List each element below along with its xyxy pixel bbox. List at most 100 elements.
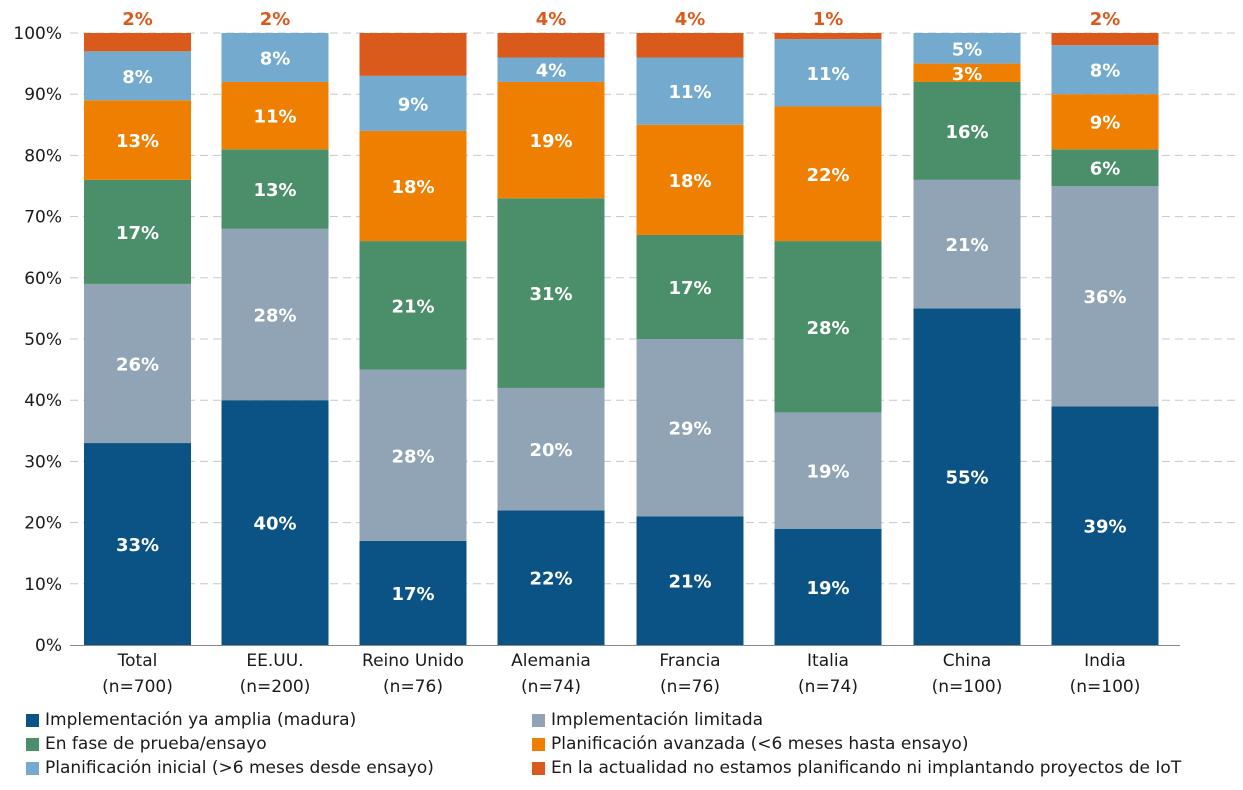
bar-segment — [774, 39, 882, 107]
data-label: 33% — [116, 535, 159, 556]
data-label: 4% — [536, 61, 567, 82]
bar-segment — [636, 516, 744, 645]
y-tick-label: 80% — [24, 146, 62, 166]
bar-segment — [84, 51, 191, 101]
bar-segment — [636, 234, 744, 339]
bar-segment — [774, 412, 882, 529]
bar-segment — [774, 106, 882, 242]
y-tick-label: 10% — [24, 575, 62, 595]
bar-segment — [221, 228, 329, 401]
data-label: 21% — [945, 235, 988, 256]
y-tick-label: 0% — [35, 636, 62, 656]
bar-segment — [221, 33, 329, 82]
data-label: 39% — [1083, 517, 1126, 538]
data-label: 18% — [668, 171, 711, 192]
legend-swatch — [532, 761, 545, 775]
bar-segment — [636, 339, 744, 517]
bar-segment — [497, 57, 605, 82]
legend-swatch — [532, 737, 545, 751]
data-label: 28% — [253, 306, 296, 327]
x-tick-sublabel: (n=76) — [660, 677, 720, 697]
x-tick-label: Reino Unido — [362, 651, 464, 671]
data-label: 17% — [116, 223, 159, 244]
y-tick-label: 90% — [24, 85, 62, 105]
bar-segment — [1051, 94, 1159, 150]
x-tick-label: Francia — [659, 651, 720, 671]
data-label: 28% — [806, 318, 849, 339]
chart-svg: 0% 10% 20% 30% 40% 50% 60% 70% 80% 90% 100% 33% 26% 1… — [13, 9, 1238, 697]
bar-segment — [497, 81, 605, 199]
legend-item: En la actualidad no estamos planificando… — [532, 758, 1181, 778]
legend-swatch — [26, 761, 39, 775]
data-label: 36% — [1083, 287, 1126, 308]
bar-segment — [359, 75, 467, 131]
data-label: 13% — [116, 131, 159, 152]
bar-segment — [221, 149, 329, 229]
data-label: 5% — [952, 39, 983, 60]
x-tick-sublabel: (n=74) — [521, 677, 581, 697]
bar-segment — [913, 33, 1021, 64]
bar-segment — [359, 33, 467, 76]
data-label: 13% — [253, 180, 296, 201]
x-tick-sublabel: (n=100) — [1070, 677, 1141, 697]
data-label: 22% — [529, 569, 572, 590]
x-tick-sublabel: (n=700) — [102, 677, 173, 697]
data-label: 19% — [806, 462, 849, 483]
bar-segment — [221, 81, 329, 150]
bar-segment — [636, 124, 744, 235]
data-label: 16% — [945, 122, 988, 143]
x-tick-sublabel: (n=76) — [383, 677, 443, 697]
bar-segment — [1051, 186, 1159, 407]
top-label: 2% — [1090, 9, 1121, 30]
data-label: 40% — [253, 514, 296, 535]
data-label: 17% — [391, 584, 434, 605]
data-label: 21% — [391, 296, 434, 317]
y-tick-label: 70% — [24, 208, 62, 228]
bar-segment — [221, 400, 329, 645]
legend-label: Implementación limitada — [551, 710, 764, 730]
bar-segment — [84, 33, 191, 52]
bar-segment — [84, 179, 191, 284]
y-tick-label: 40% — [24, 391, 62, 411]
bar-segment — [497, 33, 605, 58]
legend-item: Planificación inicial (>6 meses desde en… — [26, 758, 434, 778]
bar-segment — [913, 308, 1021, 645]
data-label: 6% — [1090, 159, 1121, 180]
bar-segment — [497, 510, 605, 645]
data-label: 9% — [398, 94, 429, 115]
legend-label: En la actualidad no estamos planificando… — [551, 758, 1182, 778]
legend-label: En fase de prueba/ensayo — [45, 734, 267, 754]
y-tick-label: 50% — [24, 330, 62, 350]
bar-segment — [497, 198, 605, 388]
data-label: 19% — [806, 578, 849, 599]
bar-segment — [84, 283, 191, 444]
y-tick-label: 100% — [13, 24, 62, 44]
x-tick-label: Total — [117, 651, 158, 671]
bar-segment — [774, 33, 882, 40]
data-label: 55% — [945, 468, 988, 489]
bar-segment — [774, 241, 882, 413]
bar-segment — [636, 57, 744, 125]
top-label: 2% — [122, 9, 153, 30]
data-label: 22% — [806, 165, 849, 186]
data-label: 20% — [529, 440, 572, 461]
bar-segment — [84, 443, 191, 645]
y-tick-label: 30% — [24, 452, 62, 472]
data-label: 31% — [529, 284, 572, 305]
data-label: 11% — [806, 64, 849, 85]
x-tick-label: EE.UU. — [246, 651, 303, 671]
bar-segment — [913, 81, 1021, 180]
top-label: 4% — [675, 9, 706, 30]
legend-swatch — [26, 713, 39, 727]
data-label: 18% — [391, 177, 434, 198]
bar-segment — [1051, 406, 1159, 645]
data-label: 8% — [122, 67, 153, 88]
bar-segment — [359, 241, 467, 370]
x-tick-sublabel: (n=74) — [798, 677, 858, 697]
data-label: 8% — [1090, 61, 1121, 82]
x-tick-sublabel: (n=100) — [932, 677, 1003, 697]
top-label: 2% — [260, 9, 291, 30]
top-label: 4% — [536, 9, 567, 30]
bar-segment — [913, 63, 1021, 82]
bar-segment — [774, 528, 882, 645]
